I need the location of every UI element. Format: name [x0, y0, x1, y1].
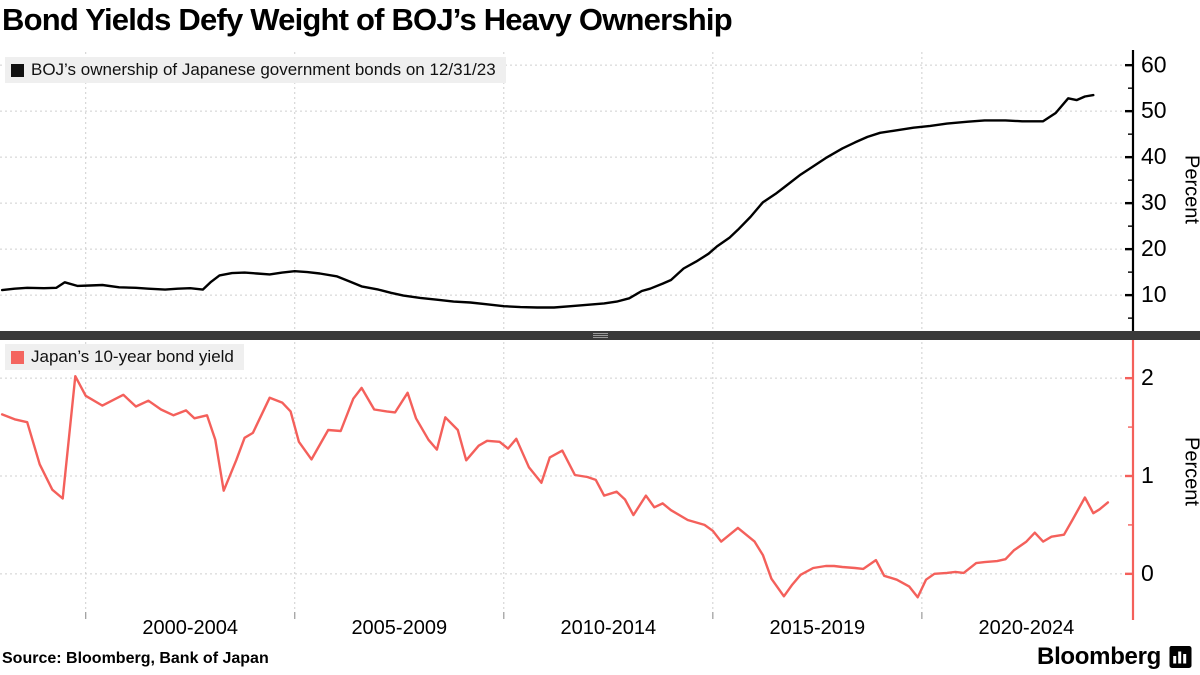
y-tick-label: 20	[1141, 235, 1167, 261]
y-tick-label: 60	[1141, 51, 1167, 77]
y-tick-label: 0	[1141, 560, 1154, 586]
panel-divider-drag-handle[interactable]	[593, 333, 608, 338]
legend-boj-ownership: BOJ’s ownership of Japanese government b…	[5, 57, 506, 83]
boj-ownership-line	[0, 93, 1095, 309]
legend-label-bottom: Japan’s 10-year bond yield	[31, 347, 234, 366]
x-axis-bin-label: 2005-2009	[351, 617, 447, 639]
bottom-panel-gridlines	[0, 342, 1133, 612]
x-axis-bin-label: 2000-2004	[142, 617, 238, 639]
x-axis-bin-label: 2020-2024	[979, 617, 1075, 639]
red-square-legend-swatch	[11, 350, 24, 364]
legend-bond-yield: Japan’s 10-year bond yield	[5, 344, 244, 370]
top-y-axis-title: Percent	[1180, 155, 1200, 224]
black-square-legend-swatch	[11, 63, 24, 77]
bloomberg-branding: Bloomberg	[1037, 643, 1192, 671]
axes-and-ticks: 10 20 30 40 50 60 0 1 2	[1125, 50, 1167, 620]
source-attribution: Source: Bloomberg, Bank of Japan	[2, 650, 269, 667]
y-tick-label: 40	[1141, 143, 1167, 169]
series-lines	[0, 93, 1110, 599]
legend-label-top: BOJ’s ownership of Japanese government b…	[31, 60, 496, 79]
x-axis-bin-label: 2015-2019	[770, 617, 866, 639]
bloomberg-wordmark: Bloomberg	[1037, 643, 1161, 670]
bond-yield-line	[0, 375, 1110, 599]
bottom-y-axis-title: Percent	[1180, 437, 1200, 506]
y-tick-label: 2	[1141, 364, 1154, 390]
y-tick-label: 10	[1141, 281, 1167, 307]
bar-chart-bubble-icon	[1169, 646, 1192, 668]
panel-divider-bar	[0, 331, 1200, 340]
chart-title: Bond Yields Defy Weight of BOJ’s Heavy O…	[2, 2, 733, 37]
top-panel-gridlines	[0, 52, 1133, 331]
x-axis-bin-label: 2010-2014	[560, 617, 656, 639]
x-axis-labels: 2000-2004 2005-2009 2010-2014 2015-2019 2020…	[85, 612, 1075, 639]
y-tick-label: 1	[1141, 462, 1154, 488]
y-tick-label: 50	[1141, 97, 1167, 123]
y-tick-label: 30	[1141, 189, 1167, 215]
